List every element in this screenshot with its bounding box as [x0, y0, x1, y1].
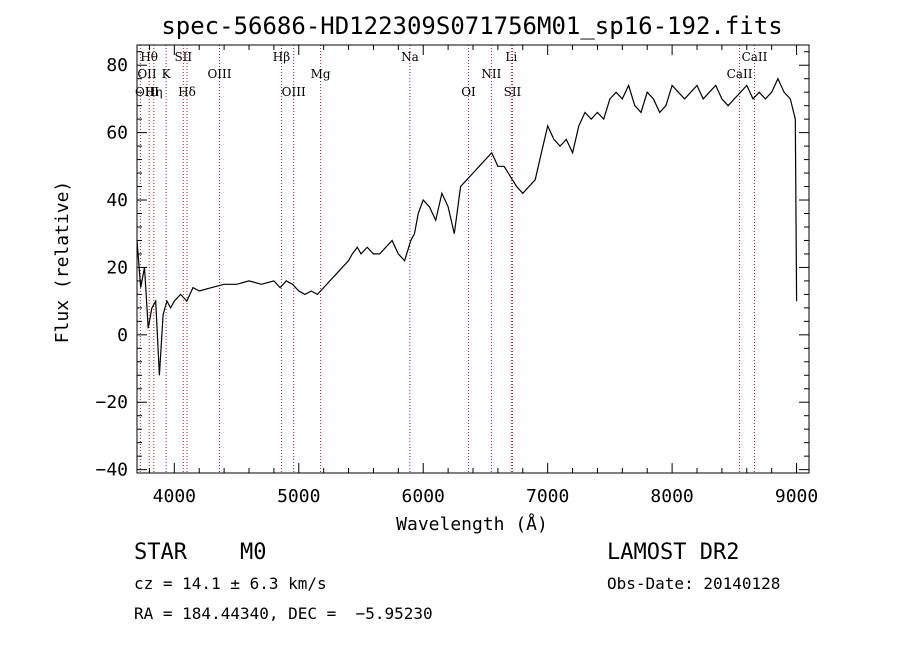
- plot-frame: [136, 44, 810, 474]
- line-label-0: Hθ: [140, 50, 158, 64]
- object-class-text: STAR M0: [134, 540, 267, 565]
- line-label-17: CaII: [742, 50, 768, 64]
- chart-title: spec-56686-HD122309S071756M01_sp16-192.f…: [161, 12, 782, 40]
- x-axis-tick-labels: 4000 5000 6000 7000 8000 9000: [153, 486, 819, 507]
- line-label-4: K: [162, 67, 172, 81]
- axis-ticks: [137, 45, 809, 473]
- x-tick-label: 6000: [402, 486, 445, 507]
- observation-date-text: Obs-Date: 20140128: [607, 574, 781, 593]
- y-tick-label: 60: [106, 123, 128, 144]
- line-label-12: OI: [461, 85, 476, 99]
- x-axis-label: Wavelength (Å): [396, 513, 548, 535]
- line-label-7: OIII: [207, 67, 231, 81]
- line-label-8: Hβ: [273, 50, 290, 64]
- y-tick-label: −20: [95, 392, 128, 413]
- line-label-16: CaII: [727, 67, 753, 81]
- x-tick-label: 8000: [650, 486, 693, 507]
- emission-line-markers: [136, 45, 755, 473]
- emission-line-labels: HθOIIOIIIHηKSIIHδOIIIHβOIIIMgNaOINIILiSI…: [135, 50, 768, 99]
- line-label-2: OIII: [135, 85, 159, 99]
- x-tick-label: 7000: [526, 486, 569, 507]
- redshift-text: cz = 14.1 ± 6.3 km/s: [134, 574, 327, 593]
- x-tick-label: 4000: [153, 486, 196, 507]
- line-label-3: Hη: [145, 85, 163, 99]
- y-axis-label: Flux (relative): [52, 181, 73, 344]
- y-tick-label: 40: [106, 190, 128, 211]
- y-tick-label: 20: [106, 257, 128, 278]
- y-tick-label: 0: [117, 325, 128, 346]
- y-tick-label: 80: [106, 55, 128, 76]
- spectrum-series-line: [136, 77, 798, 376]
- survey-name-text: LAMOST DR2: [607, 540, 740, 565]
- line-label-14: Li: [505, 50, 517, 64]
- x-tick-label: 9000: [775, 486, 818, 507]
- line-label-13: NII: [481, 67, 501, 81]
- line-label-11: Na: [401, 50, 419, 64]
- line-label-5: SII: [174, 50, 192, 64]
- line-label-6: Hδ: [178, 85, 196, 99]
- coordinates-text: RA = 184.44340, DEC = −5.95230: [134, 604, 433, 623]
- line-label-10: Mg: [311, 67, 331, 81]
- y-axis-tick-labels: −40 −20 0 20 40 60 80: [95, 55, 128, 480]
- y-tick-label: −40: [95, 460, 128, 481]
- line-label-15: SII: [504, 85, 522, 99]
- x-tick-label: 5000: [277, 486, 320, 507]
- line-label-1: OII: [137, 67, 157, 81]
- line-label-9: OIII: [282, 85, 306, 99]
